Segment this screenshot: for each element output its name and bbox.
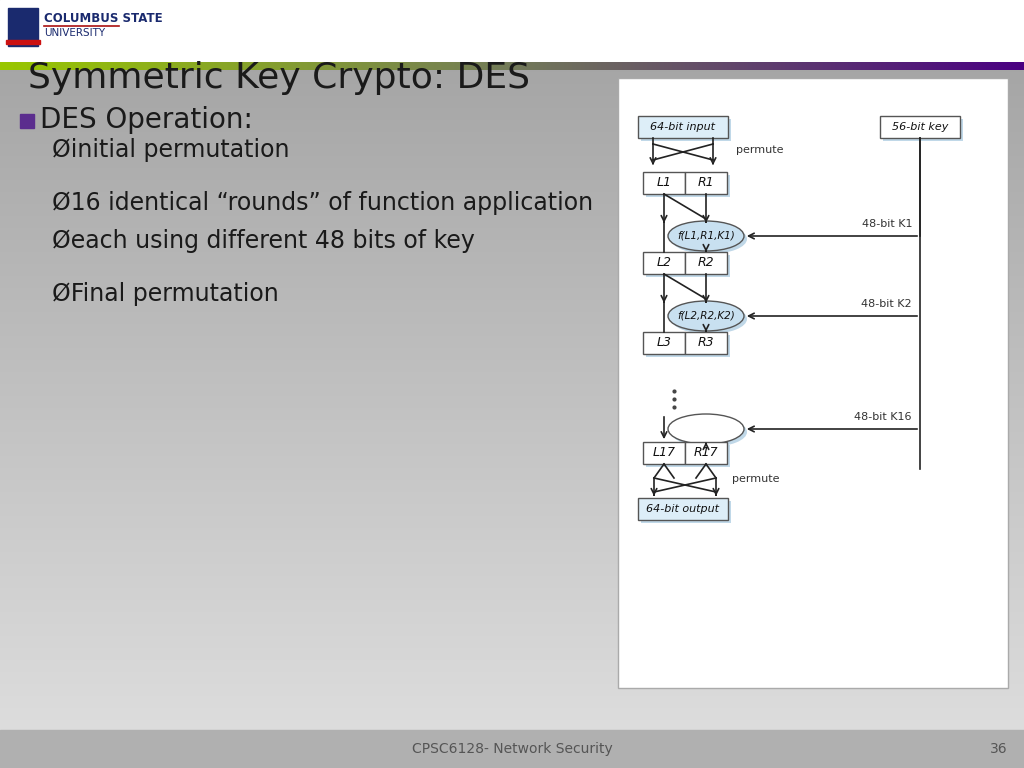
- Bar: [641, 119, 731, 141]
- Text: UNIVERSITY: UNIVERSITY: [44, 28, 105, 38]
- Bar: [646, 445, 688, 467]
- Bar: [883, 119, 963, 141]
- Text: f(L1,R1,K1): f(L1,R1,K1): [677, 231, 735, 241]
- Text: 64-bit output: 64-bit output: [646, 504, 720, 514]
- Text: 36: 36: [990, 742, 1008, 756]
- Bar: [638, 116, 728, 138]
- Bar: [646, 255, 688, 277]
- Ellipse shape: [668, 414, 744, 444]
- Ellipse shape: [668, 301, 744, 331]
- Bar: [685, 442, 727, 464]
- Bar: [643, 252, 685, 274]
- Text: R1: R1: [697, 177, 715, 190]
- Bar: [20, 114, 34, 128]
- Bar: [643, 172, 685, 194]
- Text: Symmetric Key Crypto: DES: Symmetric Key Crypto: DES: [28, 61, 530, 95]
- Text: L2: L2: [656, 257, 672, 270]
- Text: Øinitial permutation: Øinitial permutation: [52, 138, 290, 162]
- Bar: [0, 0, 1024, 62]
- Bar: [685, 332, 727, 354]
- Bar: [880, 116, 961, 138]
- Text: L17: L17: [652, 446, 676, 459]
- Text: 48-bit K16: 48-bit K16: [854, 412, 912, 422]
- Bar: [688, 335, 730, 357]
- Text: Øeach using different 48 bits of key: Øeach using different 48 bits of key: [52, 229, 475, 253]
- Text: 48-bit K2: 48-bit K2: [861, 299, 912, 309]
- Ellipse shape: [671, 417, 746, 447]
- Bar: [618, 78, 1008, 688]
- Text: R17: R17: [693, 446, 718, 459]
- Text: permute: permute: [732, 474, 779, 484]
- Text: CPSC6128- Network Security: CPSC6128- Network Security: [412, 742, 612, 756]
- Bar: [685, 172, 727, 194]
- Text: 56-bit key: 56-bit key: [892, 122, 948, 132]
- Bar: [641, 501, 731, 523]
- Text: f(L2,R2,K2): f(L2,R2,K2): [677, 311, 735, 321]
- Ellipse shape: [668, 221, 744, 251]
- Text: ØFinal permutation: ØFinal permutation: [52, 282, 279, 306]
- Text: permute: permute: [736, 145, 783, 155]
- Bar: [688, 445, 730, 467]
- Bar: [8, 8, 38, 46]
- Ellipse shape: [671, 304, 746, 334]
- Text: 64-bit input: 64-bit input: [650, 122, 716, 132]
- Bar: [638, 498, 728, 520]
- Bar: [643, 442, 685, 464]
- Bar: [646, 335, 688, 357]
- Text: R3: R3: [697, 336, 715, 349]
- Bar: [688, 175, 730, 197]
- Text: Ø16 identical “rounds” of function application: Ø16 identical “rounds” of function appli…: [52, 191, 593, 215]
- Text: L1: L1: [656, 177, 672, 190]
- Ellipse shape: [671, 224, 746, 254]
- Text: DES Operation:: DES Operation:: [40, 106, 253, 134]
- Text: 48-bit K1: 48-bit K1: [861, 219, 912, 229]
- Text: COLUMBUS STATE: COLUMBUS STATE: [44, 12, 163, 25]
- Text: R2: R2: [697, 257, 715, 270]
- Bar: [646, 175, 688, 197]
- Bar: [685, 252, 727, 274]
- Bar: [688, 255, 730, 277]
- Bar: [643, 332, 685, 354]
- Bar: [0, 730, 1024, 768]
- Text: L3: L3: [656, 336, 672, 349]
- Bar: [6, 40, 40, 44]
